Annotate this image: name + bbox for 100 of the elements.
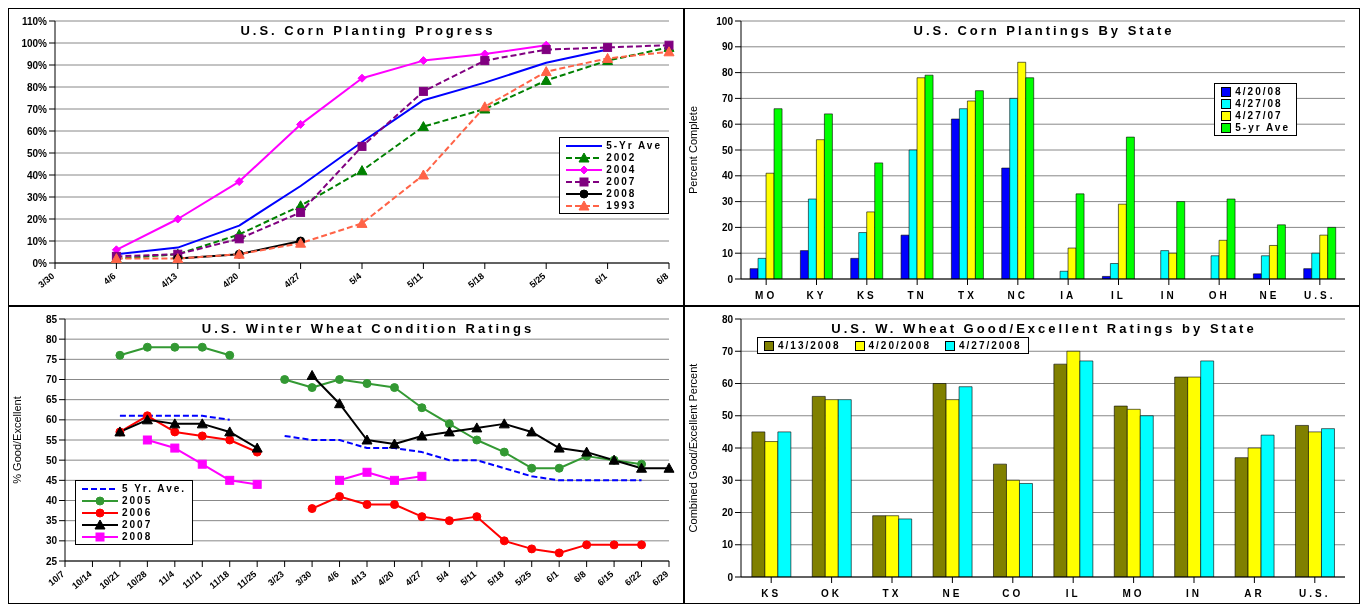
x-tick-label: 5/25 <box>513 568 534 588</box>
y-tick-label: 20 <box>721 507 734 519</box>
y-tick-label: 70% <box>26 103 48 115</box>
x-tick-label: IL <box>1065 588 1081 599</box>
y-tick-label: 60 <box>721 118 734 130</box>
y-tick-label: 40 <box>45 495 58 507</box>
chart-title: U.S. Winter Wheat Condition Ratings <box>200 321 536 336</box>
legend-label: 5-Yr Ave <box>606 140 662 151</box>
x-tick-label: NC <box>1007 290 1029 301</box>
y-axis-title: Percent Complete <box>686 105 699 195</box>
y-tick-label: 30 <box>721 196 734 208</box>
y-tick-label: 85 <box>45 313 58 325</box>
y-tick-label: 45 <box>45 474 58 486</box>
legend-label: 2004 <box>606 164 637 175</box>
x-tick-label: CO <box>1002 588 1024 599</box>
y-tick-label: 10 <box>721 247 734 259</box>
x-tick-label: 4/20 <box>375 568 396 588</box>
x-tick-label: 4/6 <box>101 270 118 287</box>
x-tick-label: 6/8 <box>571 568 588 585</box>
chart-title: U.S. Corn Planting Progress <box>239 23 497 38</box>
chart-title: U.S. Corn Plantings By State <box>912 23 1176 38</box>
y-tick-label: 60% <box>26 125 48 137</box>
legend-label: 5 Yr. Ave. <box>122 483 187 494</box>
y-tick-label: 35 <box>45 515 58 527</box>
legend-label: 2007 <box>606 176 637 187</box>
y-tick-label: 110% <box>21 15 48 27</box>
legend-label: 2006 <box>122 507 153 518</box>
x-tick-label: 6/29 <box>650 568 671 588</box>
legend-label: 4/20/2008 <box>868 340 931 351</box>
y-tick-label: 40% <box>26 169 48 181</box>
x-tick-label: 5/11 <box>405 270 425 290</box>
legend-label: 4/13/2008 <box>778 340 841 351</box>
legend-label: 4/27/2008 <box>959 340 1022 351</box>
x-tick-label: U.S. <box>1299 588 1331 599</box>
legend-label: 2008 <box>122 531 153 542</box>
x-tick-label: KY <box>806 290 827 301</box>
x-tick-label: 4/13 <box>348 568 369 588</box>
x-tick-label: TX <box>958 290 977 301</box>
x-tick-label: 3/30 <box>293 568 314 588</box>
y-tick-label: 0 <box>727 273 734 285</box>
y-tick-label: 20 <box>721 221 734 233</box>
y-tick-label: 50 <box>721 144 734 156</box>
x-tick-label: 3/23 <box>266 568 286 588</box>
y-tick-label: 75 <box>45 353 58 365</box>
y-tick-label: 30 <box>721 474 734 486</box>
legend-label: 4/20/08 <box>1235 86 1283 97</box>
legend-label: 2002 <box>606 152 637 163</box>
y-tick-label: 20% <box>26 213 48 225</box>
y-tick-label: 70 <box>45 374 58 386</box>
y-tick-label: 90 <box>721 41 734 53</box>
x-tick-label: 5/18 <box>466 270 487 290</box>
x-tick-label: IN <box>1160 290 1177 301</box>
y-tick-label: 65 <box>45 394 58 406</box>
y-axis-title: Combined Good/Excellent Percent <box>686 363 699 533</box>
x-tick-label: 6/22 <box>622 568 643 588</box>
y-tick-label: 0% <box>32 257 48 269</box>
x-tick-label: 6/8 <box>654 270 671 287</box>
x-tick-label: 4/27 <box>282 270 302 290</box>
x-tick-label: TX <box>882 588 902 599</box>
y-tick-label: 90% <box>26 59 48 71</box>
y-tick-label: 50% <box>26 147 48 159</box>
y-tick-label: 25 <box>45 555 58 567</box>
x-tick-label: KS <box>856 290 877 301</box>
y-tick-label: 50 <box>45 454 58 466</box>
chart-title: U.S. W. Wheat Good/Excellent Ratings by State <box>830 321 1258 336</box>
y-tick-label: 80 <box>721 67 734 79</box>
y-tick-label: 50 <box>721 410 734 422</box>
y-tick-label: 40 <box>721 170 734 182</box>
x-tick-label: 5/11 <box>458 568 479 588</box>
legend-label: 4/27/07 <box>1235 110 1283 121</box>
y-tick-label: 40 <box>721 442 734 454</box>
x-tick-label: OK <box>821 588 843 599</box>
x-tick-label: 5/25 <box>527 270 548 290</box>
x-tick-label: IA <box>1060 290 1077 301</box>
x-tick-label: MO <box>1122 588 1145 599</box>
x-tick-label: U.S. <box>1304 290 1336 301</box>
legend-label: 5-yr Ave <box>1235 122 1290 133</box>
legend-label: 1993 <box>606 200 637 211</box>
x-tick-label: KS <box>761 588 782 599</box>
x-tick-label: 5/18 <box>485 568 506 588</box>
y-tick-label: 70 <box>721 345 734 357</box>
x-tick-label: 11/4 <box>156 568 177 588</box>
x-tick-label: 6/1 <box>592 270 609 287</box>
y-tick-label: 70 <box>721 92 734 104</box>
x-tick-label: 5/4 <box>434 568 451 585</box>
x-tick-label: 6/15 <box>595 568 616 588</box>
legend-label: 2008 <box>606 188 637 199</box>
x-tick-label: 6/1 <box>544 568 561 585</box>
y-tick-label: 10% <box>26 235 48 247</box>
y-tick-label: 80% <box>26 81 48 93</box>
legend-label: 4/27/08 <box>1235 98 1283 109</box>
x-tick-label: NE <box>1259 290 1280 301</box>
x-tick-label: 4/13 <box>159 270 180 290</box>
x-tick-label: 5/4 <box>347 270 364 287</box>
legend-label: 2005 <box>122 495 153 506</box>
y-tick-label: 60 <box>45 414 58 426</box>
x-tick-label: TN <box>907 290 927 301</box>
x-tick-label: NE <box>942 588 963 599</box>
y-tick-label: 60 <box>721 378 734 390</box>
x-tick-label: 3/30 <box>36 270 57 290</box>
